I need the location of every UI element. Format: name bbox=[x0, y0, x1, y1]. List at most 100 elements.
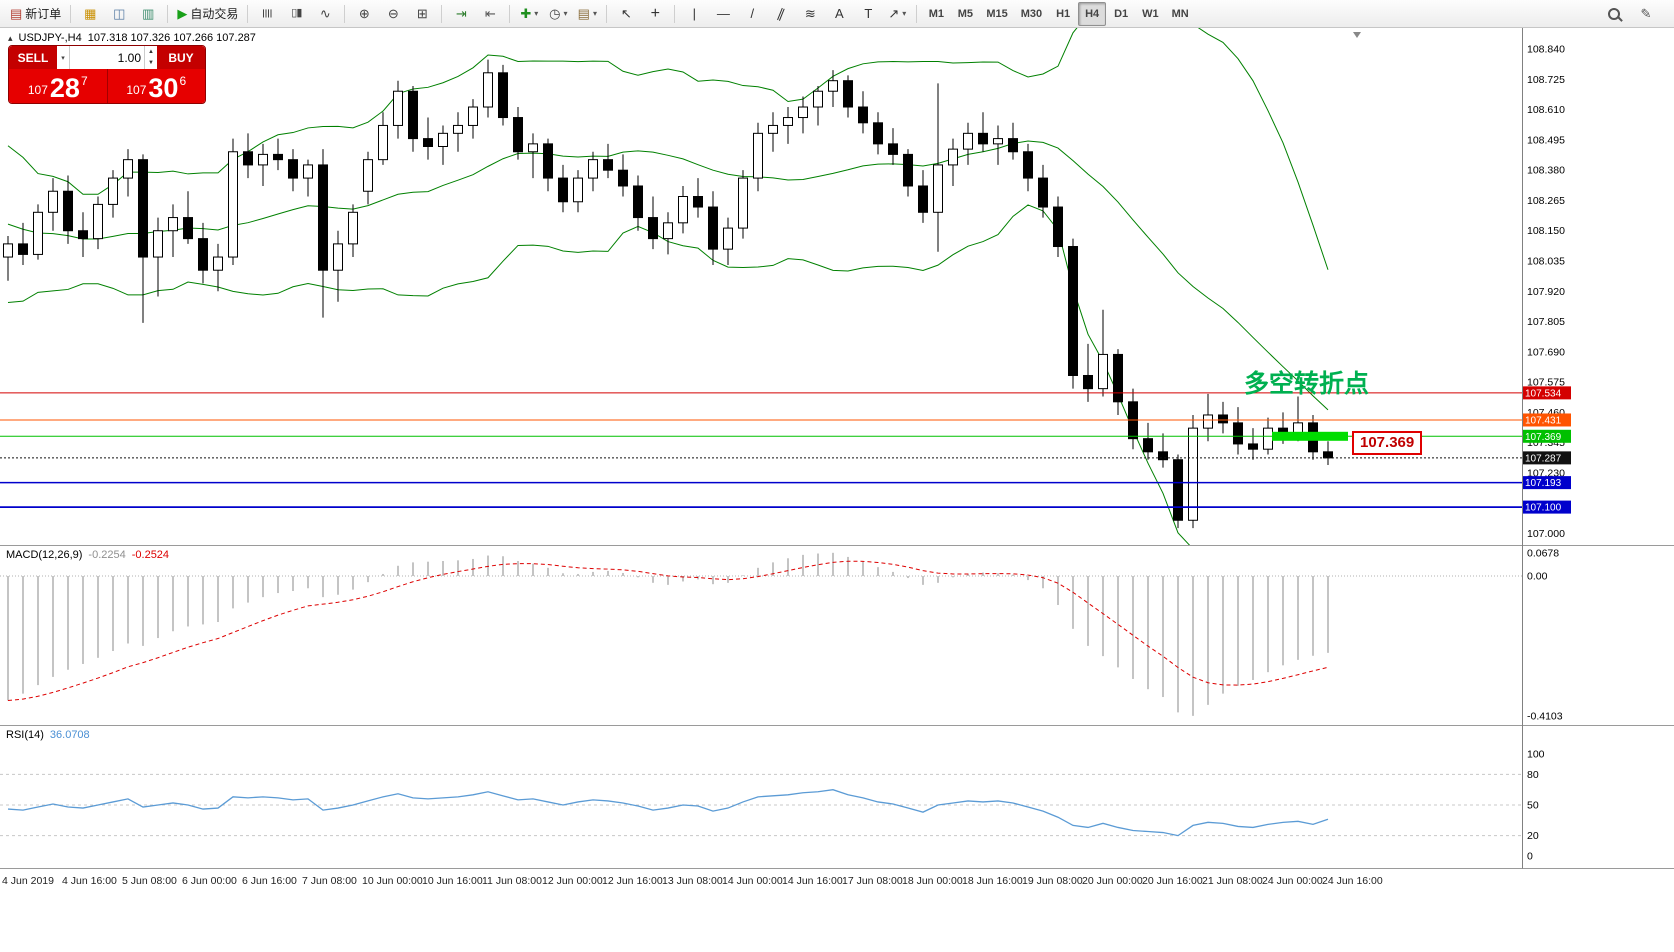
new-order-button[interactable]: ▤ 新订单 bbox=[6, 2, 65, 26]
fibonacci-button[interactable]: ≋ bbox=[796, 2, 824, 26]
indicators-button-caret-icon: ▾ bbox=[534, 9, 539, 18]
search-button[interactable] bbox=[1600, 2, 1628, 26]
svg-text:107.805: 107.805 bbox=[1527, 316, 1565, 328]
zoom-out-button[interactable]: ⊖ bbox=[379, 2, 407, 26]
time-axis[interactable]: 4 Jun 2019 4 Jun 16:00 5 Jun 08:00 6 Jun 00… bbox=[2, 875, 1383, 887]
volume-dropdown-icon[interactable]: ▾ bbox=[57, 46, 70, 69]
candlestick-chart-button[interactable]: ▯▮ bbox=[282, 2, 310, 26]
profiles-icon: ◫ bbox=[113, 6, 126, 21]
timeframe-m30[interactable]: M30 bbox=[1015, 2, 1048, 26]
new-order-button-label: 新订单 bbox=[25, 7, 62, 21]
text-icon: A bbox=[834, 6, 844, 21]
timeframe-h1-label: H1 bbox=[1056, 7, 1071, 20]
timeframe-m1[interactable]: M1 bbox=[922, 2, 950, 26]
svg-text:20 Jun 16:00: 20 Jun 16:00 bbox=[1142, 875, 1203, 887]
price-scale[interactable]: 108.840 108.725 108.610 108.495 108.380 108.2… bbox=[1523, 44, 1571, 540]
svg-text:6 Jun 16:00: 6 Jun 16:00 bbox=[242, 875, 297, 887]
svg-text:10 Jun 16:00: 10 Jun 16:00 bbox=[422, 875, 483, 887]
toolbar-separator bbox=[674, 4, 676, 23]
trendline-button[interactable]: / bbox=[738, 2, 766, 26]
svg-text:107.690: 107.690 bbox=[1527, 346, 1565, 358]
sell-price[interactable]: 107 28 7 bbox=[9, 69, 107, 103]
toolbar-separator bbox=[509, 4, 511, 23]
templates-button-caret-icon: ▾ bbox=[592, 9, 597, 18]
new-chart-button[interactable]: ▦ bbox=[76, 2, 104, 26]
line-chart-button[interactable]: ∿ bbox=[311, 2, 339, 26]
bar-chart-button[interactable]: ≣ bbox=[253, 2, 281, 26]
chart-canvas[interactable]: 108.840 108.725 108.610 108.495 108.380 108.2… bbox=[0, 28, 1674, 952]
templates-icon: ▤ bbox=[577, 6, 590, 21]
chart-area[interactable]: 108.840 108.725 108.610 108.495 108.380 108.2… bbox=[0, 28, 1674, 952]
svg-text:5 Jun 08:00: 5 Jun 08:00 bbox=[122, 875, 177, 887]
timeframe-w1-label: W1 bbox=[1142, 7, 1159, 20]
crosshair-button[interactable]: + bbox=[641, 2, 669, 26]
svg-text:107.000: 107.000 bbox=[1527, 528, 1565, 540]
timeframe-h4[interactable]: H4 bbox=[1078, 1, 1107, 26]
macd-value-main: -0.2254 bbox=[88, 549, 126, 561]
svg-text:21 Jun 08:00: 21 Jun 08:00 bbox=[1202, 875, 1263, 887]
timeframe-m5[interactable]: M5 bbox=[951, 2, 979, 26]
buy-price-prefix: 107 bbox=[126, 83, 147, 97]
volume-input[interactable] bbox=[70, 46, 144, 69]
svg-text:108.840: 108.840 bbox=[1527, 44, 1565, 56]
sell-button[interactable]: SELL bbox=[9, 46, 57, 69]
auto-trading-button-label: 自动交易 bbox=[190, 7, 239, 21]
timeframe-h1[interactable]: H1 bbox=[1049, 2, 1077, 26]
data-window-button[interactable]: ▥ bbox=[134, 2, 162, 26]
pane-dividers[interactable] bbox=[0, 28, 1674, 869]
volume-stepper[interactable]: ▲ ▼ bbox=[144, 46, 157, 69]
indicators-button[interactable]: ✚ ▾ bbox=[515, 2, 543, 26]
level-lines bbox=[0, 392, 1522, 508]
macd-indicator-label: MACD(12,26,9) -0.2254 -0.2524 bbox=[6, 549, 169, 561]
equidistant-channel-button[interactable]: ∥ bbox=[767, 2, 795, 26]
fibonacci-icon: ≋ bbox=[804, 6, 816, 21]
trendline-icon: / bbox=[750, 6, 755, 21]
arrows-button[interactable]: ↗ ▾ bbox=[883, 2, 911, 26]
svg-text:12 Jun 16:00: 12 Jun 16:00 bbox=[602, 875, 663, 887]
buy-price[interactable]: 107 30 6 bbox=[108, 69, 206, 103]
rsi-pane: 100 80 50 20 0 bbox=[0, 749, 1545, 863]
bollinger-bands bbox=[7, 28, 1329, 546]
profiles-button[interactable]: ◫ bbox=[105, 2, 133, 26]
indicators-icon: ✚ bbox=[520, 6, 532, 21]
ohlc-values: 107.318 107.326 107.266 107.287 bbox=[87, 32, 256, 44]
toolbar-separator bbox=[167, 4, 169, 23]
macd-value-signal: -0.2524 bbox=[131, 549, 170, 561]
timeframe-m15-label: M15 bbox=[986, 7, 1008, 20]
svg-text:19 Jun 08:00: 19 Jun 08:00 bbox=[1022, 875, 1083, 887]
timeframe-w1[interactable]: W1 bbox=[1136, 2, 1165, 26]
volume-down-icon[interactable]: ▼ bbox=[148, 60, 154, 67]
svg-text:18 Jun 16:00: 18 Jun 16:00 bbox=[962, 875, 1023, 887]
timeframe-d1[interactable]: D1 bbox=[1107, 2, 1135, 26]
text-button[interactable]: A bbox=[825, 2, 853, 26]
timeframe-mn[interactable]: MN bbox=[1166, 2, 1195, 26]
price-tag-label: 107.369 bbox=[1352, 431, 1423, 455]
periods-button[interactable]: ◷ ▾ bbox=[544, 2, 572, 26]
svg-text:0.00: 0.00 bbox=[1527, 571, 1548, 583]
toolbar-separator bbox=[916, 4, 918, 23]
cursor-button[interactable]: ↖ bbox=[612, 2, 640, 26]
toolbar: ▤ 新订单 ▦ ◫ ▥ ▶ 自动交易 ≣ ▯▮ ∿ ⊕ ⊖ ⊞ ⇥ ⇤ ✚ ▾ ◷ ▾ ▤ ▾ ↖ + | — / ∥ ≋ A T ↗ ▾ M1… bbox=[0, 0, 1674, 28]
volume-up-icon[interactable]: ▲ bbox=[148, 48, 154, 55]
auto-trading-button[interactable]: ▶ 自动交易 bbox=[173, 2, 242, 26]
vertical-line-button[interactable]: | bbox=[680, 2, 708, 26]
quick-edit-button[interactable]: ✎ bbox=[1632, 2, 1660, 26]
templates-button[interactable]: ▤ ▾ bbox=[573, 2, 601, 26]
svg-text:50: 50 bbox=[1527, 800, 1539, 812]
horizontal-line-button[interactable]: — bbox=[709, 2, 737, 26]
auto-scroll-button[interactable]: ⇥ bbox=[447, 2, 475, 26]
svg-text:80: 80 bbox=[1527, 769, 1539, 781]
toolbar-separator bbox=[247, 4, 249, 23]
timeframe-m30-label: M30 bbox=[1020, 7, 1043, 20]
buy-button[interactable]: BUY bbox=[157, 46, 205, 69]
one-click-toggle-icon[interactable]: ▴ bbox=[8, 32, 13, 43]
svg-text:107.920: 107.920 bbox=[1527, 286, 1565, 298]
tile-windows-button[interactable]: ⊞ bbox=[408, 2, 436, 26]
bar-chart-icon: ≣ bbox=[259, 8, 275, 19]
zoom-in-button[interactable]: ⊕ bbox=[350, 2, 378, 26]
text-label-button[interactable]: T bbox=[854, 2, 882, 26]
chart-annotation-text: 多空转折点 bbox=[1244, 370, 1370, 398]
chart-shift-button[interactable]: ⇤ bbox=[476, 2, 504, 26]
timeframe-m15[interactable]: M15 bbox=[980, 2, 1013, 26]
crosshair-icon: + bbox=[650, 4, 660, 22]
